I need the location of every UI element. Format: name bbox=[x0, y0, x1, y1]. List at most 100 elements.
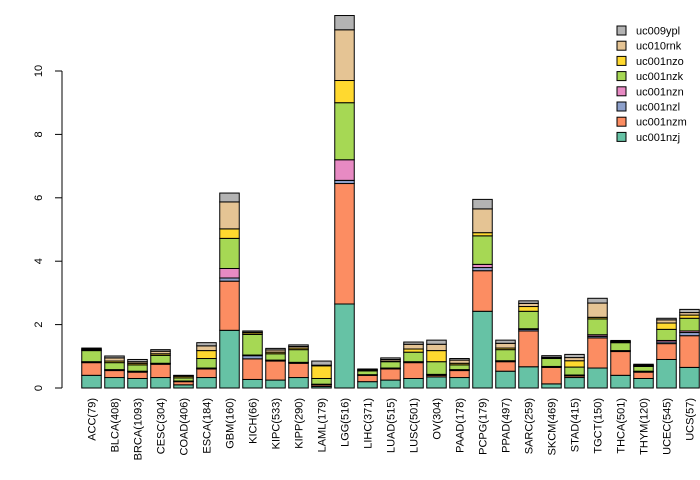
bar-segment-uc001nzj bbox=[587, 367, 608, 389]
legend-item: uc001nzl bbox=[616, 101, 680, 114]
bar-segment-uc001nzj bbox=[150, 377, 171, 389]
bar-segment-uc001nzk bbox=[656, 328, 677, 341]
bar-segment-uc009ypl bbox=[541, 355, 562, 358]
y-tick-label: 8 bbox=[33, 131, 45, 137]
bar-segment-uc001nzj bbox=[541, 383, 562, 389]
bar-segment-uc009ypl bbox=[219, 192, 240, 203]
y-tick-label: 6 bbox=[33, 195, 45, 201]
y-tick-label: 2 bbox=[33, 322, 45, 328]
x-axis-labels: ACC(79) BLCA(408) BRCA(1093) CESC(304) COAD(… bbox=[87, 398, 697, 460]
x-tick-label: UCS(57) bbox=[685, 398, 697, 441]
x-tick-label: PCPG(179) bbox=[478, 398, 490, 455]
bar-segment-uc010rnk bbox=[219, 201, 240, 230]
bar-segment-uc001nzk bbox=[610, 342, 631, 352]
bar-segment-uc001nzj bbox=[242, 378, 263, 389]
x-tick-label: LUSC(501) bbox=[409, 398, 421, 453]
bar-segment-uc009ypl bbox=[518, 300, 539, 304]
bar-group bbox=[587, 297, 608, 389]
bar-segment-uc001nzm bbox=[633, 371, 654, 379]
x-tick-label: LIHC(371) bbox=[363, 398, 375, 449]
legend-label: uc001nzo bbox=[636, 56, 684, 68]
legend-item: uc001nzn bbox=[616, 86, 684, 98]
bar-segment-uc001nzk bbox=[288, 349, 309, 363]
bar-group bbox=[610, 339, 631, 389]
legend-swatch bbox=[616, 116, 627, 127]
bar-segment-uc001nzj bbox=[334, 303, 355, 389]
bar-group bbox=[633, 363, 654, 389]
bar-segment-uc001nzk bbox=[334, 102, 355, 161]
bar-segment-uc001nzj bbox=[656, 358, 677, 389]
bar-segment-uc001nzk bbox=[196, 358, 217, 369]
x-tick-label: PAAD(178) bbox=[455, 398, 467, 453]
bar-group bbox=[311, 360, 332, 389]
bar-segment-uc001nzj bbox=[403, 377, 424, 389]
bar-group bbox=[173, 374, 194, 389]
bar-segment-uc001nzk bbox=[265, 353, 286, 361]
bar-segment-uc009ypl bbox=[495, 339, 516, 344]
bar-segment-uc001nzm bbox=[265, 360, 286, 381]
bar-group bbox=[150, 349, 171, 389]
bar-segment-uc009ypl bbox=[610, 339, 631, 342]
bar-segment-uc001nzj bbox=[633, 377, 654, 389]
bar-segment-uc001nzn bbox=[219, 267, 240, 279]
bar-group bbox=[242, 330, 263, 389]
bar-segment-uc001nzm bbox=[380, 368, 401, 381]
bar-segment-uc009ypl bbox=[679, 308, 700, 314]
bar-segment-uc001nzk bbox=[150, 354, 171, 364]
bar-segment-uc009ypl bbox=[380, 357, 401, 360]
x-tick-label: LGG(516) bbox=[340, 398, 352, 447]
legend-label: uc001nzl bbox=[636, 102, 680, 114]
bar-segment-uc001nzo bbox=[564, 360, 585, 368]
x-tick-label: CESC(304) bbox=[156, 398, 168, 454]
legend-label: uc001nzj bbox=[636, 132, 680, 144]
bar-segment-uc001nzj bbox=[104, 377, 125, 389]
bar-segment-uc009ypl bbox=[357, 368, 378, 371]
legend-label: uc010rnk bbox=[636, 41, 682, 53]
bar-segment-uc001nzm bbox=[610, 351, 631, 376]
bar-segment-uc010rnk bbox=[196, 345, 217, 352]
bar-group bbox=[656, 317, 677, 389]
bar-segment-uc009ypl bbox=[656, 317, 677, 321]
legend-label: uc009ypl bbox=[636, 26, 680, 38]
bar-segment-uc001nzo bbox=[426, 350, 447, 363]
bar-segment-uc001nzm bbox=[104, 370, 125, 379]
bar-segment-uc001nzj bbox=[219, 329, 240, 389]
legend-swatch bbox=[616, 101, 627, 112]
bar-segment-uc001nzj bbox=[81, 374, 102, 389]
bar-segment-uc001nzk bbox=[541, 358, 562, 367]
bar-segment-uc001nzk bbox=[380, 361, 401, 369]
bar-segment-uc001nzj bbox=[380, 379, 401, 389]
x-tick-label: KIPP(290) bbox=[294, 398, 306, 449]
legend-item: uc001nzo bbox=[616, 55, 684, 68]
bar-segment-uc010rnk bbox=[334, 29, 355, 82]
bar-segment-uc010rnk bbox=[403, 343, 424, 350]
legend-item: uc009ypl bbox=[616, 25, 680, 38]
bar-group bbox=[564, 353, 585, 389]
bar-segment-uc001nzo bbox=[311, 365, 332, 379]
bar-segment-uc009ypl bbox=[564, 353, 585, 359]
bar-segment-uc001nzm bbox=[334, 183, 355, 305]
x-tick-label: GBM(160) bbox=[225, 398, 237, 449]
bar-segment-uc001nzj bbox=[265, 379, 286, 389]
bar-segment-uc001nzo bbox=[219, 228, 240, 239]
bar-segment-uc009ypl bbox=[242, 330, 263, 333]
bar-group bbox=[196, 342, 217, 389]
bar-segment-uc001nzm bbox=[656, 343, 677, 360]
legend-item: uc001nzm bbox=[616, 116, 687, 129]
bar-segment-uc009ypl bbox=[403, 341, 424, 345]
bar-segment-uc010rnk bbox=[587, 302, 608, 318]
bar-segment-uc009ypl bbox=[104, 355, 125, 359]
bar-segment-uc010rnk bbox=[426, 343, 447, 352]
bar-segment-uc009ypl bbox=[81, 347, 102, 350]
legend-swatch bbox=[616, 55, 627, 66]
bar-segment-uc001nzm bbox=[196, 368, 217, 379]
bar-segment-uc001nzk bbox=[449, 364, 470, 371]
x-tick-label: SARC(259) bbox=[524, 398, 536, 454]
bar-group bbox=[334, 15, 355, 389]
legend-label: uc001nzm bbox=[636, 117, 687, 129]
bar-segment-uc009ypl bbox=[127, 358, 148, 363]
bar-segment-uc001nzm bbox=[403, 362, 424, 379]
y-tick-label: 10 bbox=[33, 65, 45, 77]
bar-segment-uc001nzk bbox=[495, 349, 516, 362]
